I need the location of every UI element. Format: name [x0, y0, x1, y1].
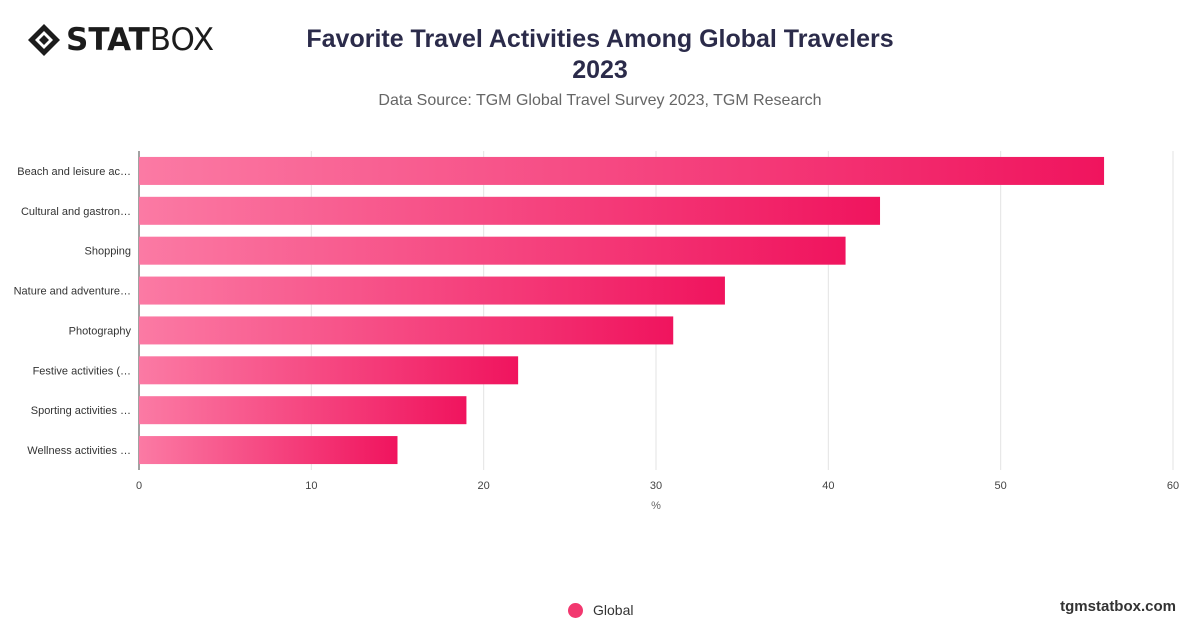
footer-url[interactable]: tgmstatbox.com	[1060, 598, 1176, 615]
brand-wordmark: STATBOX	[66, 22, 214, 58]
bar[interactable]	[139, 196, 881, 225]
x-tick-label: 20	[478, 480, 490, 492]
y-category-label: Sporting activities …	[31, 405, 131, 417]
x-axis-label: %	[651, 500, 661, 512]
bar[interactable]	[139, 396, 467, 425]
brand-logo: STATBOX	[26, 22, 214, 58]
chart-subtitle: Data Source: TGM Global Travel Survey 20…	[378, 92, 822, 109]
y-category-label: Nature and adventure…	[14, 286, 131, 298]
diamond-logo-icon	[28, 24, 60, 56]
brand-wordmark-light: BOX	[149, 22, 215, 58]
y-category-label: Photography	[69, 325, 132, 337]
brand-wordmark-bold: STAT	[66, 22, 150, 58]
x-tick-label: 10	[305, 480, 317, 492]
x-tick-label: 40	[822, 480, 834, 492]
x-tick-label: 30	[650, 480, 662, 492]
bar[interactable]	[139, 436, 398, 465]
legend-label-global: Global	[593, 602, 634, 618]
bar[interactable]	[139, 356, 519, 385]
chart-title: Favorite Travel Activities Among Global …	[306, 25, 894, 84]
y-category-label: Cultural and gastron…	[21, 206, 131, 218]
chart-legend[interactable]: Global	[568, 602, 633, 618]
y-category-label: Shopping	[85, 246, 132, 258]
y-category-label: Wellness activities …	[27, 445, 131, 457]
x-tick-label: 0	[136, 480, 142, 492]
bar[interactable]	[139, 316, 674, 345]
x-tick-label: 50	[995, 480, 1007, 492]
x-tick-label: 60	[1167, 480, 1179, 492]
bar[interactable]	[139, 276, 725, 305]
bar[interactable]	[139, 236, 846, 265]
y-category-label: Beach and leisure ac…	[17, 166, 131, 178]
legend-marker	[568, 602, 583, 618]
y-category-label: Festive activities (…	[33, 365, 131, 377]
bar[interactable]	[139, 156, 1105, 185]
